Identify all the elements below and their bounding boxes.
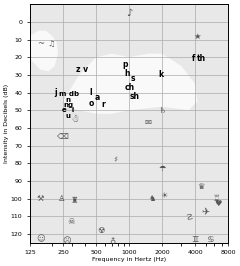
Y-axis label: Intensity in Decibels (dB): Intensity in Decibels (dB): [4, 84, 9, 163]
Text: ♛: ♛: [197, 182, 204, 191]
Text: h: h: [125, 69, 130, 78]
Text: ⌫: ⌫: [57, 132, 69, 141]
X-axis label: Frequency in Hertz (Hz): Frequency in Hertz (Hz): [92, 257, 166, 262]
Text: ♊: ♊: [191, 235, 199, 244]
Text: ♖: ♖: [212, 194, 220, 203]
Text: ★: ★: [194, 31, 201, 40]
Text: ✉: ✉: [145, 118, 152, 127]
Text: o: o: [88, 99, 94, 108]
Text: ♜: ♜: [71, 196, 78, 205]
Text: k: k: [158, 70, 163, 79]
Text: ☀: ☀: [161, 190, 168, 200]
Text: ♋: ♋: [206, 235, 214, 244]
Text: u: u: [66, 113, 71, 119]
Text: ♥: ♥: [215, 200, 222, 209]
Text: ♫: ♫: [47, 39, 55, 48]
Text: sh: sh: [130, 92, 140, 101]
Text: ♙: ♙: [57, 194, 65, 203]
Text: j: j: [54, 88, 57, 97]
Text: ☡: ☡: [185, 212, 192, 221]
Text: ch: ch: [125, 83, 135, 92]
Text: ♯: ♯: [113, 155, 117, 164]
Text: ☃: ☃: [70, 114, 79, 124]
Text: ♁: ♁: [109, 236, 115, 246]
Text: th: th: [197, 55, 206, 64]
Text: ☂: ☂: [158, 164, 166, 173]
Text: n: n: [66, 97, 71, 103]
Text: ✈: ✈: [202, 208, 210, 218]
Text: a: a: [94, 93, 100, 102]
Text: r: r: [101, 101, 105, 109]
Text: m db: m db: [59, 91, 79, 97]
Text: ♞: ♞: [149, 194, 157, 203]
Text: ☹: ☹: [62, 236, 71, 246]
Text: p: p: [122, 60, 128, 69]
Text: ☢: ☢: [97, 226, 104, 235]
Text: e  i: e i: [62, 107, 74, 113]
Text: ⚒: ⚒: [36, 194, 44, 203]
Text: s: s: [130, 74, 135, 83]
Text: ~: ~: [37, 39, 44, 48]
Text: ng: ng: [63, 102, 73, 108]
Text: ☠: ☠: [68, 217, 75, 226]
Polygon shape: [63, 54, 197, 114]
Text: l: l: [90, 88, 92, 97]
Text: ☺: ☺: [36, 235, 45, 244]
Text: ♪: ♪: [126, 8, 132, 18]
Text: f: f: [192, 55, 196, 64]
Text: z v: z v: [76, 65, 88, 74]
Polygon shape: [30, 31, 58, 71]
Text: ♄: ♄: [158, 106, 166, 115]
